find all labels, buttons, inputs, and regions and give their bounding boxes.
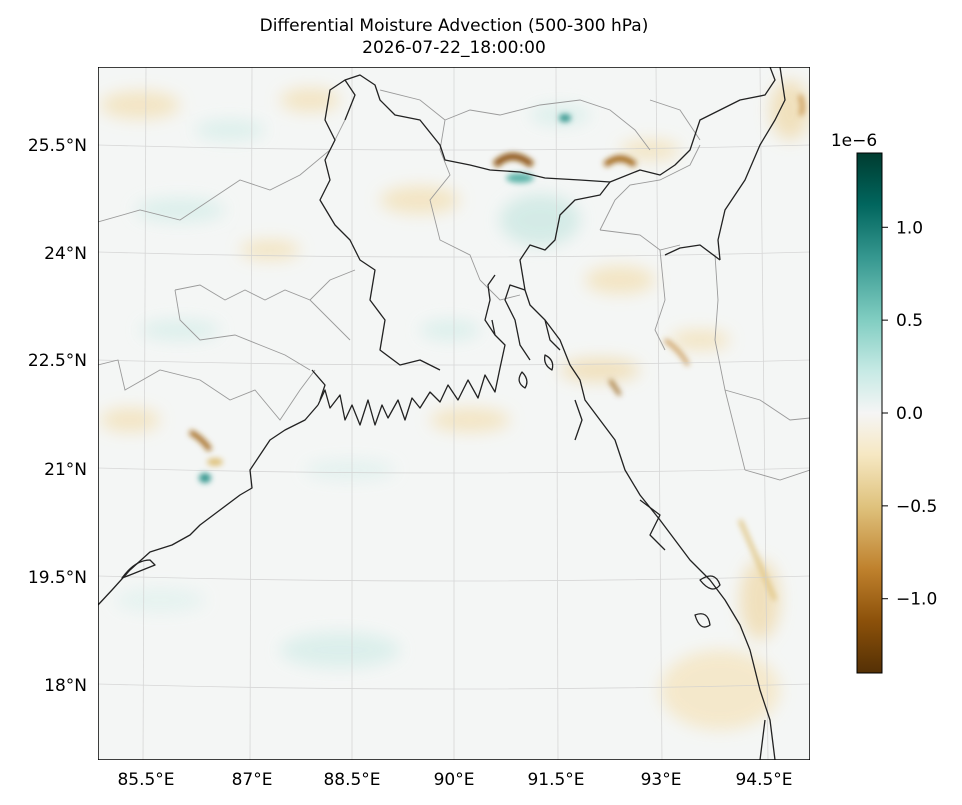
colorbar: 1e−6 1.0 0.5 0.0 −0.5 −1.0 <box>831 131 937 674</box>
lon-label-85-5: 85.5°E <box>117 770 174 790</box>
lon-label-93: 93°E <box>641 770 682 790</box>
latitude-labels: 25.5°N 24°N 22.5°N 21°N 19.5°N 18°N <box>28 136 87 696</box>
colorbar-scale-label: 1e−6 <box>831 131 877 151</box>
colorbar-tick-label: 1.0 <box>896 218 923 238</box>
map-panel <box>98 67 810 760</box>
lat-label-22-5: 22.5°N <box>28 351 87 371</box>
lon-label-87: 87°E <box>232 770 273 790</box>
lat-label-18: 18°N <box>44 676 87 696</box>
longitude-labels: 85.5°E 87°E 88.5°E 90°E 91.5°E 93°E 94.5… <box>117 770 792 790</box>
lon-label-94-5: 94.5°E <box>735 770 792 790</box>
colorbar-ticks: 1.0 0.5 0.0 −0.5 −1.0 <box>882 218 937 610</box>
lon-label-91-5: 91.5°E <box>527 770 584 790</box>
lat-label-19-5: 19.5°N <box>28 568 87 588</box>
advection-field <box>100 80 810 730</box>
strong-features <box>188 94 805 601</box>
lon-label-88-5: 88.5°E <box>323 770 380 790</box>
colorbar-tick-label: 0.5 <box>896 311 923 331</box>
admin-borders <box>98 89 810 481</box>
lat-label-25-5: 25.5°N <box>28 136 87 156</box>
coastline-and-borders <box>98 67 786 760</box>
lat-label-21: 21°N <box>44 460 87 480</box>
colorbar-gradient <box>856 152 883 674</box>
gridlines <box>98 67 810 760</box>
map-title: Differential Moisture Advection (500-300… <box>260 16 649 36</box>
colorbar-tick-label: −1.0 <box>896 590 937 610</box>
colorbar-tick-label: −0.5 <box>896 497 937 517</box>
lat-label-24: 24°N <box>44 244 87 264</box>
colorbar-tick-label: 0.0 <box>896 404 923 424</box>
lon-label-90: 90°E <box>434 770 475 790</box>
map-subtitle-timestamp: 2026-07-22_18:00:00 <box>362 38 546 58</box>
